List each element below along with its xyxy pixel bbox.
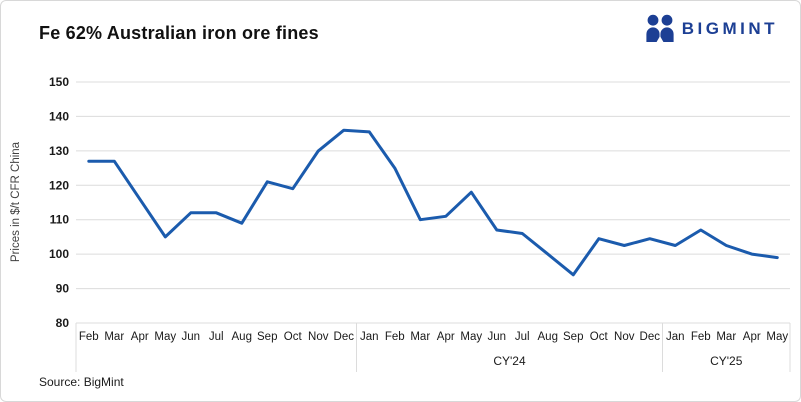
y-tick-label: 120 [49,178,69,192]
bigmint-logo-icon [646,14,674,42]
x-tick-label: Mar [716,331,736,343]
x-tick-label: Sep [563,331,583,343]
bigmint-logo: BIGMINT [644,13,778,45]
x-axis-year-label: CY'24 [493,354,526,368]
price-line-series [87,128,779,277]
y-tick-label: 110 [50,213,70,227]
x-tick-label: Apr [131,331,149,343]
series-line [87,128,779,277]
x-tick-label: May [154,331,176,343]
y-tick-label: 80 [56,316,70,330]
x-tick-label: Jan [360,331,379,343]
x-tick-label: Sep [257,331,277,343]
x-tick-label: Jun [487,331,506,343]
y-tick-label: 150 [49,75,69,89]
x-tick-label: Jul [209,331,224,343]
x-tick-label: Aug [232,331,252,343]
y-axis-title: Prices in $/t CFR China [10,141,22,262]
y-axis-tick-labels: 80 90 100 110 120 130 140 150 [49,75,69,330]
x-tick-label: Apr [743,331,761,343]
x-tick-label: Dec [334,331,355,343]
x-axis: Feb Mar Apr May Jun Jul Aug Sep Oct Nov Dec Jan Feb M… [75,322,791,372]
x-tick-label: Dec [640,331,661,343]
x-tick-label: Feb [385,331,405,343]
x-tick-label: Aug [538,331,558,343]
x-tick-label: May [766,331,788,343]
y-tick-label: 140 [49,109,69,123]
bigmint-logo-text: BIGMINT [681,19,778,38]
x-tick-label: Nov [308,331,329,343]
x-tick-label: Jul [515,331,530,343]
x-tick-label: Oct [284,331,303,343]
source-note: Source: BigMint [39,375,124,389]
y-tick-label: 100 [49,247,69,261]
x-tick-label: Nov [614,331,635,343]
x-tick-label: Apr [437,331,455,343]
x-tick-label: Jan [666,331,685,343]
x-tick-label: Oct [590,331,609,343]
y-tick-label: 90 [56,282,70,296]
chart-title: Fe 62% Australian iron ore fines [39,23,319,43]
x-axis-year-label: CY'25 [710,354,743,368]
x-tick-label: Feb [79,331,99,343]
y-tick-label: 130 [49,144,69,158]
x-tick-label: Jun [181,331,200,343]
x-tick-label: Mar [410,331,430,343]
x-tick-label: Mar [104,331,124,343]
x-tick-label: Feb [691,331,711,343]
gridlines [76,81,790,290]
x-tick-label: May [460,331,482,343]
